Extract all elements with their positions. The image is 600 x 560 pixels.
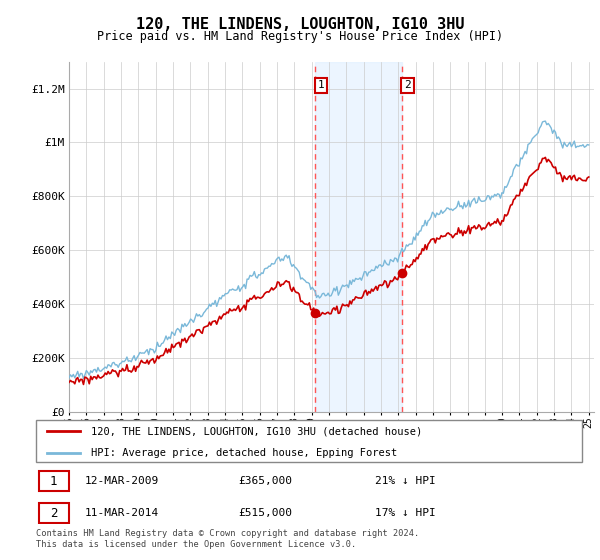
Text: 1: 1	[317, 81, 324, 91]
FancyBboxPatch shape	[36, 420, 582, 462]
Text: 11-MAR-2014: 11-MAR-2014	[85, 508, 160, 518]
FancyBboxPatch shape	[39, 472, 69, 491]
Text: Contains HM Land Registry data © Crown copyright and database right 2024.
This d: Contains HM Land Registry data © Crown c…	[36, 529, 419, 549]
Text: 1: 1	[50, 475, 58, 488]
Text: HPI: Average price, detached house, Epping Forest: HPI: Average price, detached house, Eppi…	[91, 448, 397, 458]
Text: £365,000: £365,000	[238, 476, 292, 486]
Text: 12-MAR-2009: 12-MAR-2009	[85, 476, 160, 486]
Text: 120, THE LINDENS, LOUGHTON, IG10 3HU (detached house): 120, THE LINDENS, LOUGHTON, IG10 3HU (de…	[91, 426, 422, 436]
FancyBboxPatch shape	[39, 503, 69, 523]
Text: 2: 2	[50, 506, 58, 520]
Text: £515,000: £515,000	[238, 508, 292, 518]
Text: 2: 2	[404, 81, 411, 91]
Text: 120, THE LINDENS, LOUGHTON, IG10 3HU: 120, THE LINDENS, LOUGHTON, IG10 3HU	[136, 17, 464, 32]
Text: Price paid vs. HM Land Registry's House Price Index (HPI): Price paid vs. HM Land Registry's House …	[97, 30, 503, 43]
Text: 17% ↓ HPI: 17% ↓ HPI	[374, 508, 435, 518]
Bar	[315, 62, 401, 412]
Text: 21% ↓ HPI: 21% ↓ HPI	[374, 476, 435, 486]
